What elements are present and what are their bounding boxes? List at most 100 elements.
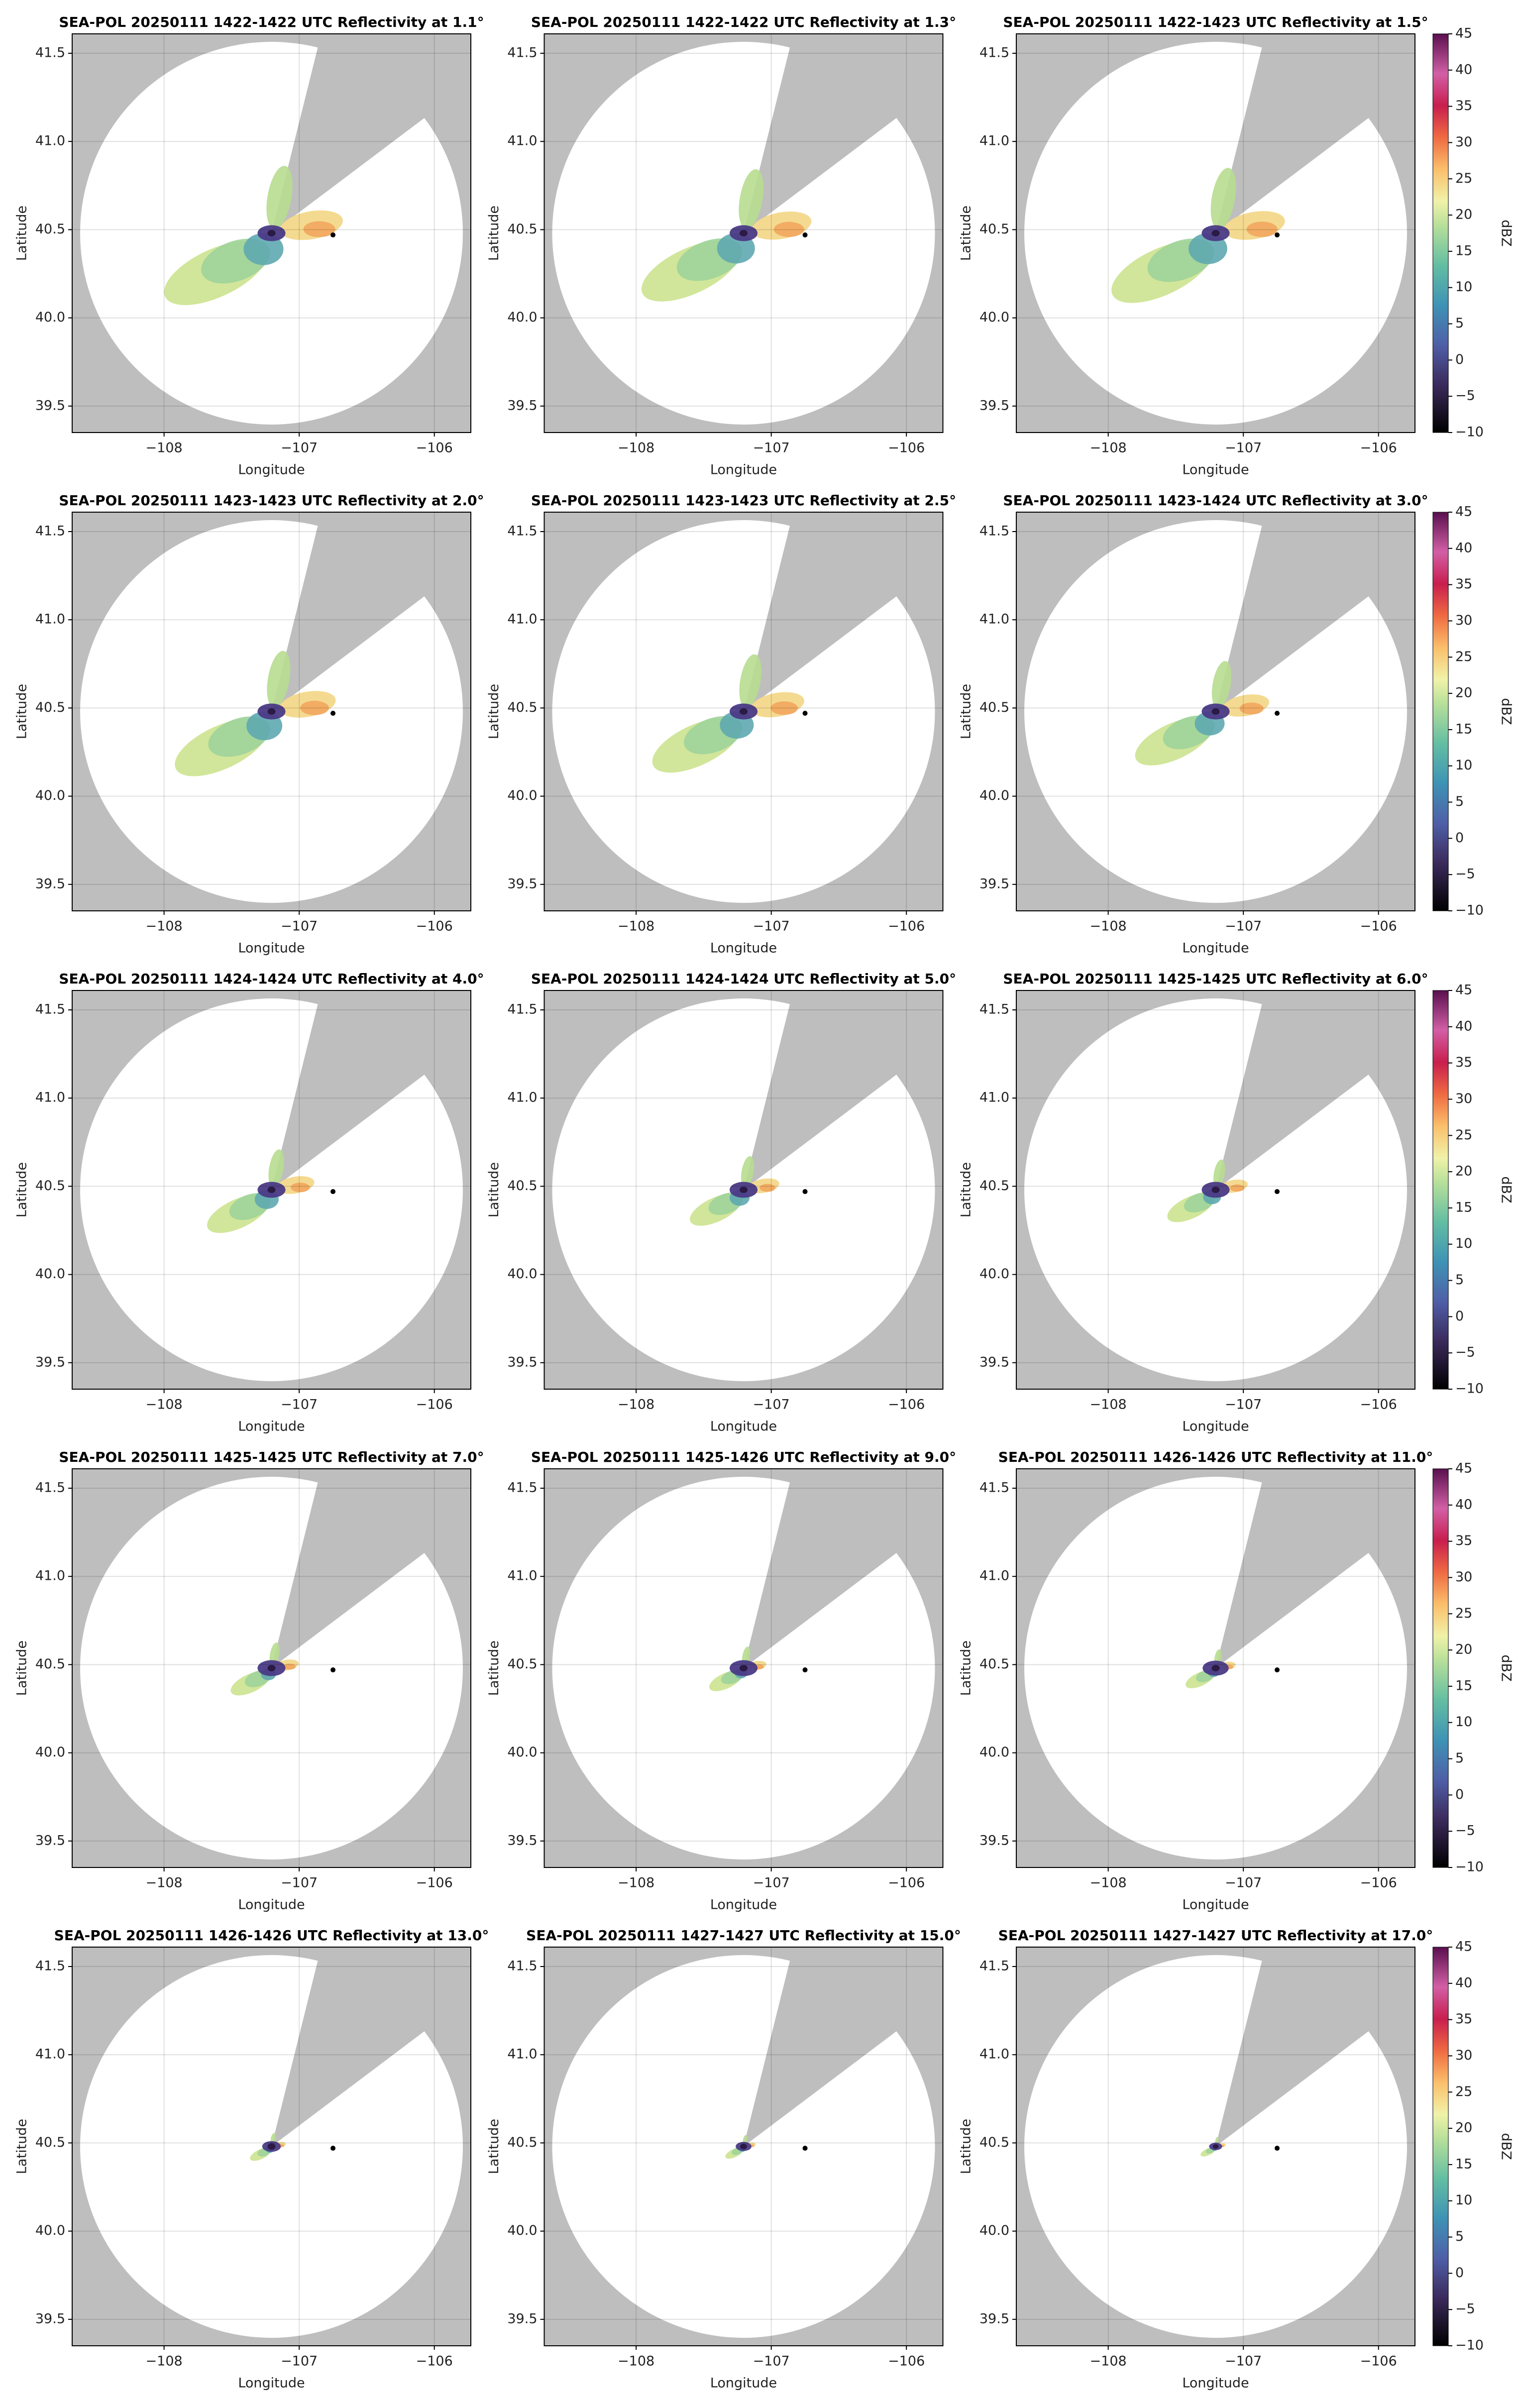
colorbar-tick-label: 30 [1455, 2048, 1472, 2063]
x-tick-label: −106 [1360, 440, 1397, 456]
x-tick-label: −106 [888, 440, 925, 456]
y-tick-label: 39.5 [507, 1354, 537, 1370]
x-tick-label: −107 [1225, 1397, 1262, 1413]
chart-title: SEA-POL 20250111 1423-1423 UTC Reflectiv… [59, 492, 484, 509]
y-tick-label: 40.5 [507, 1178, 537, 1194]
echo-patch [1211, 660, 1232, 708]
echo-patch [268, 1149, 284, 1188]
y-tick-label: 40.5 [35, 1656, 65, 1672]
y-tick-label: 41.5 [35, 523, 65, 539]
colorbar-tick-label: 45 [1455, 983, 1472, 998]
chart-title: SEA-POL 20250111 1423-1424 UTC Reflectiv… [1003, 492, 1428, 509]
x-axis-label: Longitude [710, 941, 777, 956]
x-axis-label: Longitude [1182, 1897, 1249, 1913]
y-tick-label: 41.5 [979, 1480, 1009, 1495]
x-tick-label: −107 [753, 1875, 790, 1891]
y-tick-label: 39.5 [35, 398, 65, 413]
radar-site [802, 232, 808, 238]
y-tick-label: 40.0 [35, 788, 65, 803]
panel: −108 −107 −106 39.5 40.0 40.5 41.0 41.5 SEA-POL … [14, 492, 484, 956]
colorbar-label: dBZ [1499, 1176, 1514, 1203]
colorbar-tick-label: −10 [1455, 1860, 1484, 1875]
y-tick-label: 40.0 [35, 2223, 65, 2238]
y-tick-label: 40.5 [35, 221, 65, 237]
echo [709, 1646, 766, 1691]
x-tick-label: −106 [1360, 1875, 1397, 1891]
axes-frame [72, 512, 471, 911]
axes-frame [1016, 1468, 1415, 1868]
echo [164, 166, 343, 305]
y-tick-label: 39.5 [979, 398, 1009, 413]
y-tick-label: 40.5 [507, 221, 537, 237]
y-tick-label: 41.5 [35, 45, 65, 60]
colorbar-tick-label: 5 [1455, 2229, 1464, 2244]
colorbar-tick-label: 25 [1455, 1606, 1472, 1621]
colorbar-tick-label: 15 [1455, 243, 1472, 258]
echo-patch [267, 2143, 276, 2150]
x-tick-label: −108 [146, 2354, 183, 2369]
x-tick-label: −108 [618, 919, 654, 934]
echo-patch [759, 1184, 776, 1192]
chart-title: SEA-POL 20250111 1425-1426 UTC Reflectiv… [531, 1449, 956, 1465]
y-tick-label: 39.5 [979, 2311, 1009, 2326]
colorbar-label: dBZ [1499, 698, 1514, 725]
chart-title: SEA-POL 20250111 1425-1425 UTC Reflectiv… [1003, 971, 1428, 987]
y-axis-label: Latitude [959, 2119, 974, 2174]
radar-site [1275, 2146, 1280, 2151]
colorbar-tick-label: 30 [1455, 1569, 1472, 1585]
colorbar-tick-label: 5 [1455, 1751, 1464, 1766]
x-tick-label: −106 [416, 440, 453, 456]
colorbar-tick-label: 45 [1455, 1939, 1472, 1955]
echo-patch [303, 221, 335, 237]
chart-title: SEA-POL 20250111 1427-1427 UTC Reflectiv… [998, 1927, 1433, 1944]
colorbar-tick-label: −5 [1455, 388, 1475, 404]
axes-frame [543, 512, 944, 911]
echo-patch [1210, 168, 1236, 229]
echo-patch [1211, 1187, 1220, 1193]
y-tick-label: 41.0 [507, 133, 537, 149]
chart-title: SEA-POL 20250111 1423-1423 UTC Reflectiv… [531, 492, 956, 509]
echo [1111, 168, 1285, 303]
colorbar-tick-label: 10 [1455, 1236, 1472, 1251]
x-axis-label: Longitude [238, 1419, 305, 1434]
y-tick-label: 40.0 [35, 1745, 65, 1760]
echo-patch [1230, 1184, 1245, 1192]
panel: −108 −107 −106 39.5 40.0 40.5 41.0 41.5 SEA-POL … [486, 492, 956, 956]
y-tick-label: 40.0 [35, 310, 65, 325]
echo-patch [740, 2144, 747, 2149]
echo-patch [267, 651, 291, 708]
radar-site [802, 2146, 808, 2151]
x-tick-label: −108 [146, 440, 183, 456]
y-tick-label: 41.0 [979, 1090, 1009, 1105]
y-tick-label: 40.0 [979, 1745, 1009, 1760]
echo [250, 2133, 286, 2161]
colorbar-tick-label: −10 [1455, 425, 1484, 440]
y-tick-label: 40.0 [979, 788, 1009, 803]
colorbar-tick-label: 5 [1455, 1272, 1464, 1288]
chart-title: SEA-POL 20250111 1427-1427 UTC Reflectiv… [526, 1927, 961, 1944]
colorbar-tick-label: 15 [1455, 1678, 1472, 1693]
colorbar-tick-label: 30 [1455, 134, 1472, 150]
axes-frame [72, 990, 471, 1390]
colorbar-label: dBZ [1499, 1654, 1514, 1681]
x-tick-label: −106 [1360, 1397, 1397, 1413]
colorbar-tick-label: 10 [1455, 1714, 1472, 1730]
echo-patch [300, 700, 329, 715]
colorbar-tick-label: 0 [1455, 1787, 1464, 1802]
x-axis-label: Longitude [1182, 1419, 1249, 1434]
x-tick-label: −107 [281, 919, 318, 934]
x-axis-label: Longitude [238, 462, 305, 478]
y-axis-label: Latitude [14, 1162, 30, 1217]
colorbar-tick-label: −5 [1455, 867, 1475, 882]
colorbar [1432, 33, 1449, 433]
panel: −108 −107 −106 39.5 40.0 40.5 41.0 41.5 SEA-POL … [959, 1449, 1514, 1913]
y-axis-label: Latitude [14, 2119, 30, 2174]
echo-patch [283, 1663, 296, 1670]
colorbar-tick-label: −10 [1455, 2338, 1484, 2353]
axes-frame [543, 1947, 944, 2346]
echo-patch [243, 233, 284, 265]
x-tick-label: −106 [1360, 2354, 1397, 2369]
colorbar [1432, 990, 1449, 1390]
y-tick-label: 41.5 [507, 523, 537, 539]
x-tick-label: −108 [1090, 919, 1127, 934]
